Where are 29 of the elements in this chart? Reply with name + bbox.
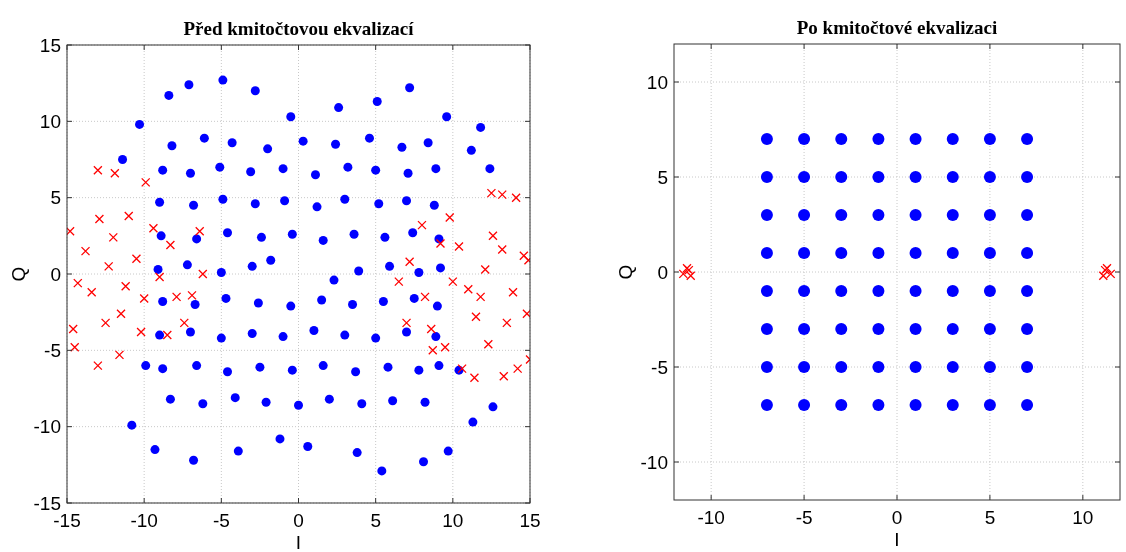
y-tick-label: 15 bbox=[39, 34, 61, 56]
x-tick-label: 10 bbox=[1072, 507, 1094, 528]
x-tick-label: 10 bbox=[442, 510, 464, 531]
x-tick-label: 5 bbox=[370, 510, 381, 531]
x-tick-label: 0 bbox=[891, 507, 903, 528]
x-tick-label: -5 bbox=[795, 507, 813, 528]
y-axis-title: Q bbox=[8, 266, 29, 282]
y-tick-label: 5 bbox=[50, 187, 61, 209]
y-tick-label: -5 bbox=[44, 339, 61, 361]
x-axis-title: I bbox=[894, 529, 900, 550]
y-tick-label: 0 bbox=[657, 261, 668, 283]
y-tick-label: 5 bbox=[657, 166, 668, 188]
y-tick-label: -5 bbox=[651, 356, 668, 378]
y-tick-label: -10 bbox=[640, 451, 668, 473]
y-axis-title: Q bbox=[615, 264, 636, 280]
y-tick-label: -10 bbox=[33, 416, 61, 438]
y-tick-label: 10 bbox=[646, 71, 668, 93]
x-tick-label: 0 bbox=[293, 510, 304, 531]
y-tick-label: 10 bbox=[39, 110, 61, 132]
x-axis-title: I bbox=[295, 532, 302, 552]
x-tick-label: 15 bbox=[519, 510, 541, 531]
x-tick-label: -10 bbox=[130, 510, 158, 531]
chart-title: Po kmitočtové ekvalizaci bbox=[796, 17, 998, 38]
x-tick-label: 5 bbox=[984, 507, 996, 528]
y-tick-label: -15 bbox=[33, 492, 61, 514]
chart-title: Před kmitočtovou ekvalizací bbox=[183, 18, 415, 39]
x-tick-label: -5 bbox=[212, 510, 230, 531]
y-tick-label: 0 bbox=[50, 263, 61, 285]
x-tick-label: -10 bbox=[697, 507, 725, 528]
